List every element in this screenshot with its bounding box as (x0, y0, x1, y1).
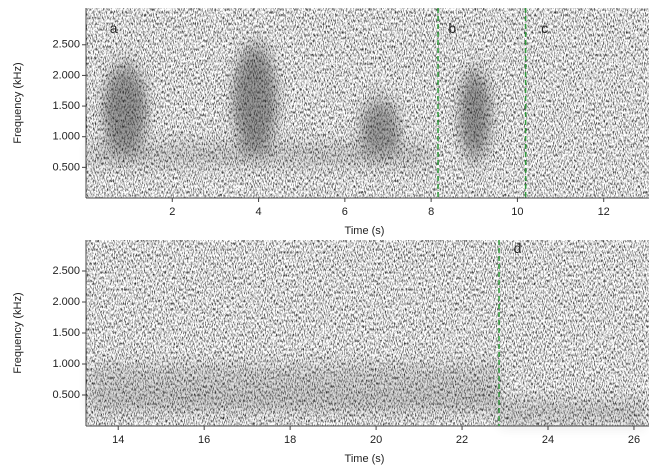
y-tick-label: 0.500 (52, 389, 80, 401)
x-tick-label: 14 (112, 434, 124, 446)
y-tick-label: 2.500 (52, 39, 80, 51)
x-tick-label: 20 (370, 434, 382, 446)
x-tick-label: 8 (428, 206, 434, 218)
panel-annotation: d (514, 240, 522, 256)
spectrogram-image (86, 8, 649, 198)
panel-annotation: b (448, 20, 456, 36)
y-axis-label: Frequency (kHz) (12, 292, 24, 373)
y-tick-label: 0.500 (52, 161, 80, 173)
y-tick-label: 1.500 (52, 327, 80, 339)
x-tick-label: 24 (542, 434, 554, 446)
y-tick-label: 1.500 (52, 100, 80, 112)
spectro-texture (90, 45, 645, 416)
x-tick-label: 16 (198, 434, 210, 446)
y-axis-label: Frequency (kHz) (12, 62, 24, 143)
x-axis-label: Time (s) (345, 453, 385, 465)
y-tick-label: 1.000 (52, 358, 80, 370)
y-tick-label: 2.000 (52, 296, 80, 308)
panel-annotation: a (110, 20, 118, 36)
x-tick-label: 26 (628, 434, 640, 446)
x-axis-label: Time (s) (345, 225, 385, 237)
y-tick-label: 2.000 (52, 69, 80, 81)
y-tick-label: 2.500 (52, 265, 80, 277)
y-tick-label: 1.000 (52, 131, 80, 143)
x-tick-label: 4 (256, 206, 262, 218)
x-tick-label: 6 (342, 206, 348, 218)
x-tick-label: 10 (511, 206, 523, 218)
x-tick-label: 12 (598, 206, 610, 218)
panel-annotation: c (541, 20, 548, 36)
x-tick-label: 2 (169, 206, 175, 218)
x-tick-label: 22 (456, 434, 468, 446)
x-tick-label: 18 (284, 434, 296, 446)
